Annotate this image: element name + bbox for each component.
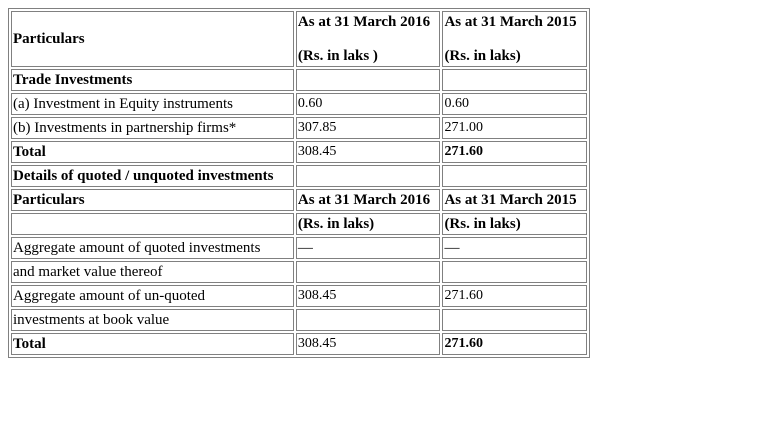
table-row: Trade Investments <box>11 69 587 91</box>
row-value-2016 <box>295 69 441 91</box>
row-label: investments at book value <box>11 309 294 331</box>
row-value-2016 <box>295 261 441 283</box>
row-value-2015: (Rs. in laks) <box>442 213 587 235</box>
table-header-row: Particulars As at 31 March 2016 (Rs. in … <box>11 11 587 67</box>
row-value-2016: 307.85 <box>295 117 441 139</box>
row-value-2016: 308.45 <box>295 333 441 355</box>
row-label: Particulars <box>11 189 294 211</box>
row-value-2015 <box>442 309 587 331</box>
row-label: Aggregate amount of un-quoted <box>11 285 294 307</box>
table-row: Particulars As at 31 March 2016 As at 31… <box>11 189 587 211</box>
row-value-2016: 308.45 <box>295 141 441 163</box>
table-row: Details of quoted / unquoted investments <box>11 165 587 187</box>
row-value-2015 <box>442 165 587 187</box>
row-label: Aggregate amount of quoted investments <box>11 237 294 259</box>
header-2016: As at 31 March 2016 (Rs. in laks ) <box>295 11 441 67</box>
row-label <box>11 213 294 235</box>
table-row: and market value thereof <box>11 261 587 283</box>
row-value-2015: 271.60 <box>442 333 587 355</box>
table-row: (b) Investments in partnership firms* 30… <box>11 117 587 139</box>
row-value-2015 <box>442 261 587 283</box>
row-value-2015: — <box>442 237 587 259</box>
row-value-2016 <box>295 309 441 331</box>
row-value-2016 <box>295 165 441 187</box>
row-label: Trade Investments <box>11 69 294 91</box>
row-value-2016: As at 31 March 2016 <box>295 189 441 211</box>
row-label: (a) Investment in Equity instruments <box>11 93 294 115</box>
row-value-2015: 0.60 <box>442 93 587 115</box>
row-label: Details of quoted / unquoted investments <box>11 165 294 187</box>
row-label: Total <box>11 333 294 355</box>
header-2015: As at 31 March 2015 (Rs. in laks) <box>442 11 587 67</box>
table-row: Aggregate amount of un-quoted 308.45 271… <box>11 285 587 307</box>
header-particulars: Particulars <box>11 11 294 67</box>
table-row: Total 308.45 271.60 <box>11 333 587 355</box>
row-value-2015: As at 31 March 2015 <box>442 189 587 211</box>
row-value-2016: 0.60 <box>295 93 441 115</box>
table-row: (a) Investment in Equity instruments 0.6… <box>11 93 587 115</box>
row-value-2016: — <box>295 237 441 259</box>
row-label: and market value thereof <box>11 261 294 283</box>
row-label: Total <box>11 141 294 163</box>
row-value-2016: (Rs. in laks) <box>295 213 441 235</box>
row-value-2016: 308.45 <box>295 285 441 307</box>
row-value-2015: 271.00 <box>442 117 587 139</box>
table-row: Total 308.45 271.60 <box>11 141 587 163</box>
row-label: (b) Investments in partnership firms* <box>11 117 294 139</box>
table-row: Aggregate amount of quoted investments —… <box>11 237 587 259</box>
row-value-2015: 271.60 <box>442 285 587 307</box>
row-value-2015: 271.60 <box>442 141 587 163</box>
table-row: (Rs. in laks) (Rs. in laks) <box>11 213 587 235</box>
table-row: investments at book value <box>11 309 587 331</box>
investments-table: Particulars As at 31 March 2016 (Rs. in … <box>8 8 590 358</box>
row-value-2015 <box>442 69 587 91</box>
